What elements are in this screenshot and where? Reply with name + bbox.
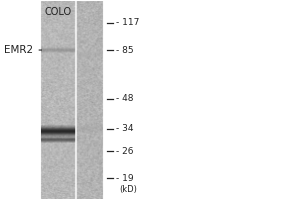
Text: EMR2: EMR2 [4,45,41,55]
Text: - 48: - 48 [116,94,133,103]
Text: COLO: COLO [44,7,71,17]
Text: - 19: - 19 [116,174,134,183]
Text: - 117: - 117 [116,18,139,27]
Text: - 34: - 34 [116,124,133,133]
Text: - 26: - 26 [116,147,133,156]
Text: (kD): (kD) [119,185,137,194]
Text: - 85: - 85 [116,46,134,55]
